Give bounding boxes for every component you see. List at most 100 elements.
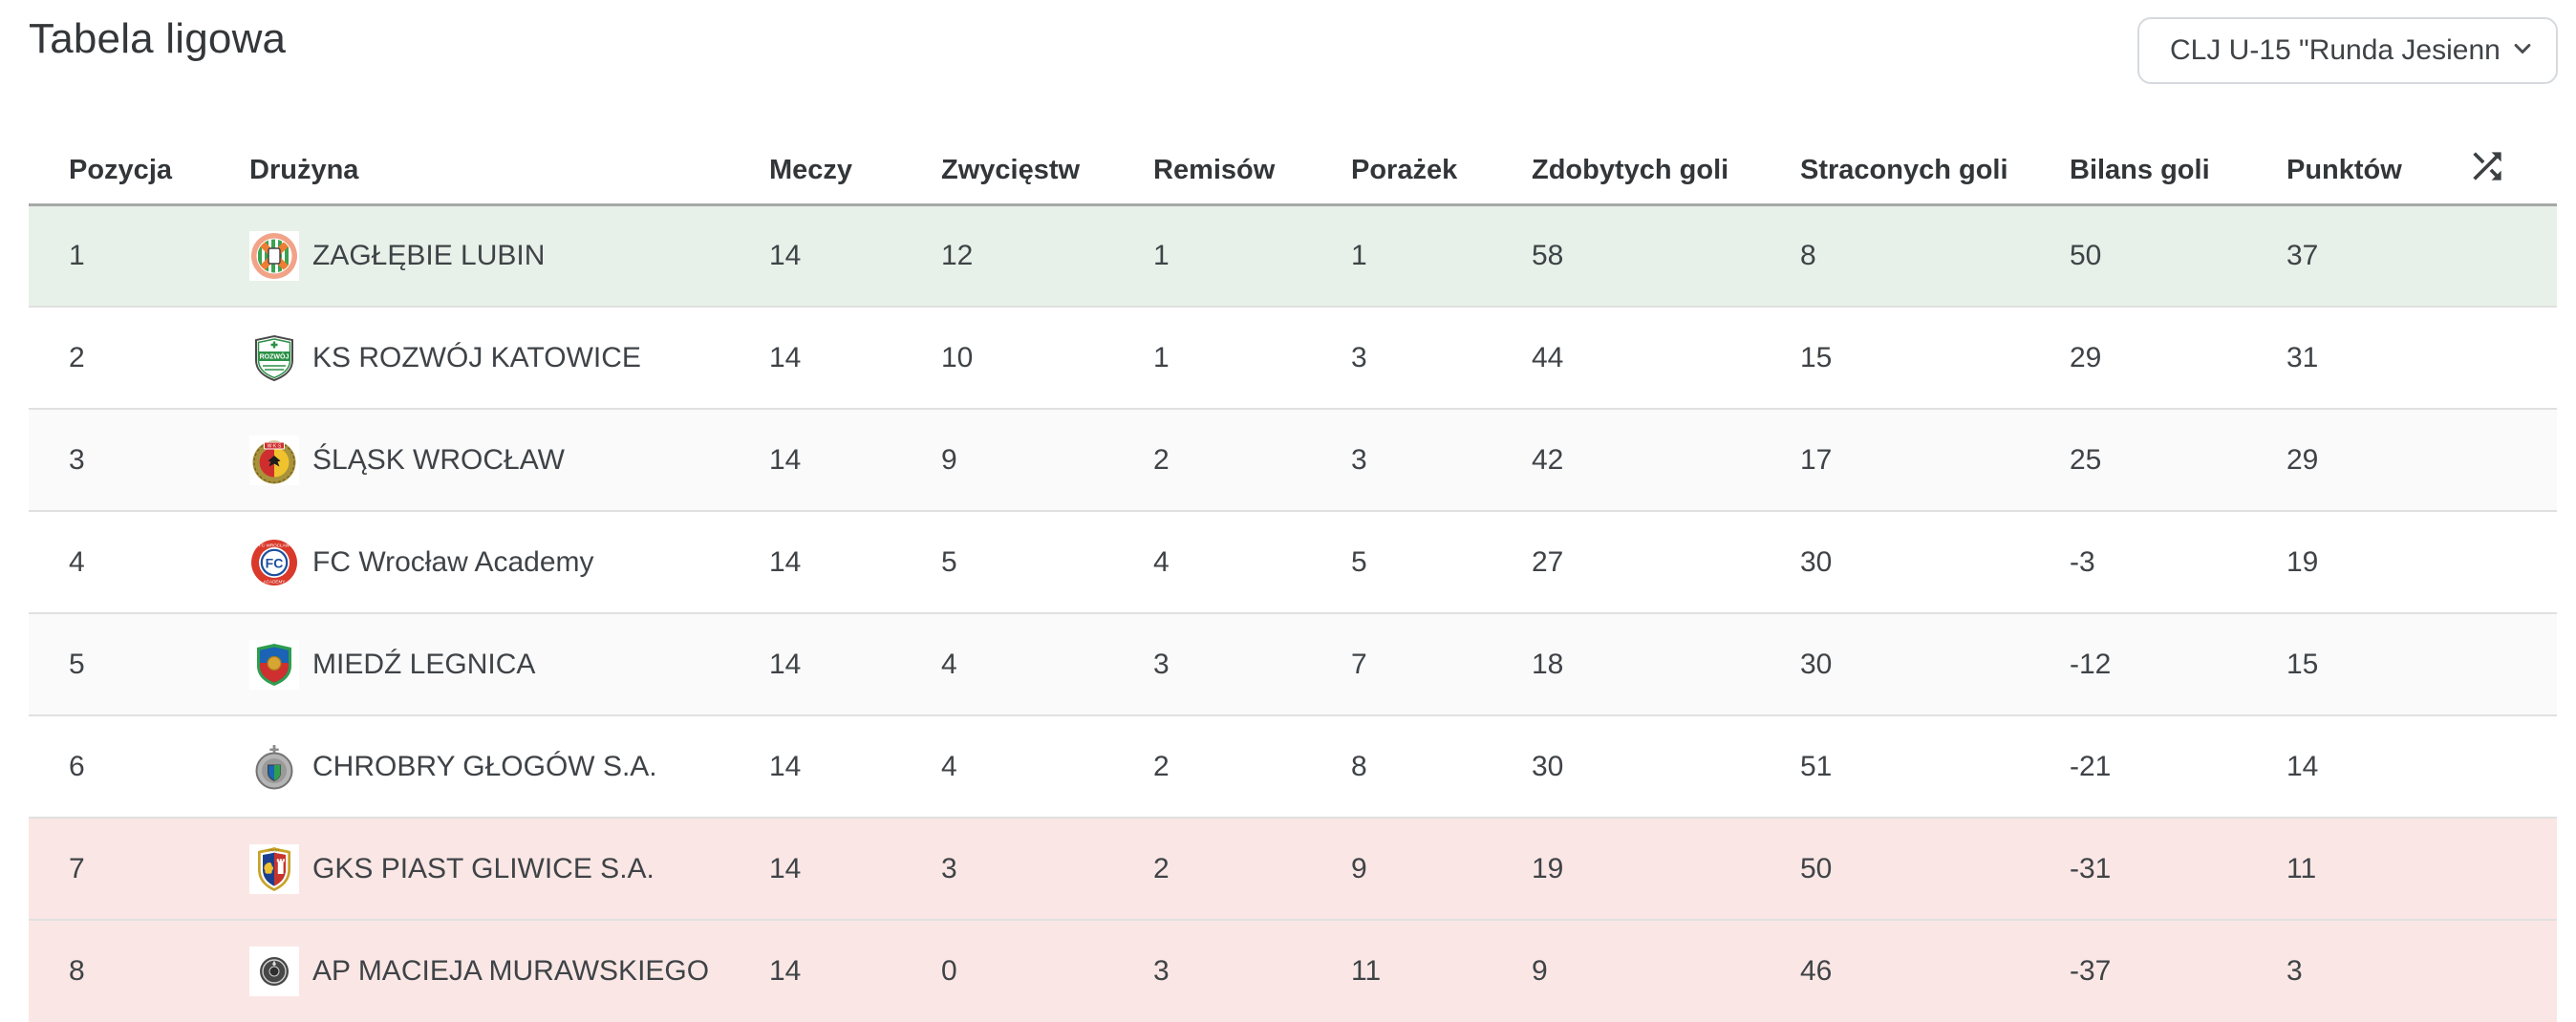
matches-cell: 14 [769,613,941,716]
goal-balance-cell: 29 [2070,307,2286,410]
draws-cell: 3 [1153,955,1170,987]
team-name: FC Wrocław Academy [312,545,594,578]
table-row: 8 AP MACIEJA MURAWSKIEGO 14 0 3 11 9 46 -37 3 [29,920,2557,1022]
position-cell: 6 [29,715,249,819]
points-cell: 15 [2286,613,2451,716]
matches-cell: 14 [769,409,941,512]
team-logo-miedz-legnica [249,639,299,690]
goals-for-cell: 58 [1532,204,1800,308]
draws-cell: 4 [1153,511,1351,614]
team-logo-piast-gliwice: PIAST [249,843,299,894]
table-row: 4 FC FC WROCŁAW ACADEMY FC Wrocław Acade… [29,511,2557,614]
table-row: 5 MIEDŹ LEGNICA 14 4 3 7 18 30 -12 15 [29,613,2557,716]
wins-cell: 3 [941,818,1153,921]
wins-cell: 0 [941,955,957,987]
losses-cell: 3 [1351,409,1532,512]
goals-for-cell: 9 [1532,955,1548,987]
position-cell: 5 [29,613,249,716]
matches-cell: 14 [769,307,941,410]
goals-for-cell: 42 [1532,409,1800,512]
points-cell: 31 [2286,307,2451,410]
points-cell: 3 [2286,955,2303,987]
team-name: CHROBRY GŁOGÓW S.A. [312,750,657,782]
col-header-punktow: Punktów [2286,124,2451,206]
team-cell: FC FC WROCŁAW ACADEMY FC Wrocław Academy [249,511,769,614]
shuffle-icon[interactable] [2466,145,2508,187]
table-row: 6 CHROBRY GŁOGÓW S.A. 14 4 2 8 30 51 -21 14 [29,715,2557,819]
goal-balance-cell: -12 [2070,613,2286,716]
draws-cell: 1 [1153,204,1351,308]
team-cell: PIAST GKS PIAST GLIWICE S.A. [249,818,769,921]
spacer-cell [2451,613,2557,716]
wins-cell: 5 [941,511,1153,614]
wins-cell: 9 [941,409,1153,512]
team-cell: AP MACIEJA MURAWSKIEGO [249,920,769,1022]
points-cell: 19 [2286,511,2451,614]
draws-cell: 3 [1153,613,1351,716]
matches-cell: 14 [769,715,941,819]
team-name: GKS PIAST GLIWICE S.A. [312,852,655,884]
wins-cell: 4 [941,613,1153,716]
col-header-bilans-goli: Bilans goli [2070,124,2286,206]
position-cell: 8 [69,955,85,987]
points-cell: 11 [2286,818,2451,921]
team-logo-zaglebie-lubin [249,230,299,281]
matches-cell: 14 [769,955,802,987]
goals-for-cell: 19 [1532,818,1800,921]
losses-cell: 11 [1351,955,1382,987]
matches-cell: 14 [769,204,941,308]
draws-cell: 2 [1153,715,1351,819]
goals-against-cell: 8 [1800,204,2070,308]
goal-balance-cell: -3 [2070,511,2286,614]
losses-cell: 9 [1351,818,1532,921]
goals-for-cell: 18 [1532,613,1800,716]
svg-text:W·K·S: W·K·S [268,443,282,449]
table-header-row: Pozycja Drużyna Meczy Zwycięstw Remisów Poraż… [29,124,2557,206]
col-header-pozycja: Pozycja [29,124,249,206]
topbar: Tabela ligowa CLJ U-15 "Runda Jesienna G… [0,0,2576,101]
losses-cell: 1 [1351,204,1532,308]
team-logo-fc-wroclaw-academy: FC FC WROCŁAW ACADEMY [249,537,299,587]
table-row: 2 ROZWÓJ KS ROZWÓJ KATOWICE 14 10 1 3 44 15 29… [29,307,2557,410]
goal-balance-cell: -31 [2070,818,2286,921]
col-header-remisow: Remisów [1153,124,1351,206]
col-header-druzyna: Drużyna [249,124,769,206]
draws-cell: 2 [1153,409,1351,512]
goals-against-cell: 50 [1800,818,2070,921]
competition-select[interactable]: CLJ U-15 "Runda Jesienna G… [2137,17,2558,84]
points-cell: 37 [2286,204,2451,308]
goals-against-cell: 30 [1800,613,2070,716]
goals-against-cell: 30 [1800,511,2070,614]
draws-cell: 1 [1153,307,1351,410]
matches-cell: 14 [769,511,941,614]
spacer-cell [2451,204,2557,308]
goals-for-cell: 44 [1532,307,1800,410]
team-cell: ZAGŁĘBIE LUBIN [249,204,769,308]
team-logo-slask-wroclaw: W·K·S [249,435,299,485]
position-cell: 2 [29,307,249,410]
goals-against-cell: 17 [1800,409,2070,512]
chevron-down-icon [2508,34,2537,68]
col-header-porazek: Porażek [1351,124,1532,206]
losses-cell: 5 [1351,511,1532,614]
svg-text:FC WROCŁAW: FC WROCŁAW [259,543,290,547]
spacer-cell [2451,715,2557,819]
svg-text:FC: FC [266,555,284,570]
table-row: 3 W·K·S ŚLĄSK WROCŁAW 14 9 2 3 42 17 25 29 [29,409,2557,512]
goals-against-cell: 15 [1800,307,2070,410]
col-header-meczy: Meczy [769,124,941,206]
team-cell: CHROBRY GŁOGÓW S.A. [249,715,769,819]
position-cell: 4 [29,511,249,614]
wins-cell: 4 [941,715,1153,819]
svg-text:ROZWÓJ: ROZWÓJ [260,351,290,360]
goals-for-cell: 30 [1532,715,1800,819]
league-table: Pozycja Drużyna Meczy Zwycięstw Remisów Poraż… [29,124,2557,1022]
team-cell: MIEDŹ LEGNICA [249,613,769,716]
losses-cell: 8 [1351,715,1532,819]
col-header-zwyciestw: Zwycięstw [941,124,1153,206]
goal-balance-cell: -37 [2070,955,2112,987]
goal-balance-cell: -21 [2070,715,2286,819]
competition-select-value: CLJ U-15 "Runda Jesienna G… [2170,34,2501,66]
team-logo-rozwoj-katowice: ROZWÓJ [249,332,299,383]
team-cell: ROZWÓJ KS ROZWÓJ KATOWICE [249,307,769,410]
